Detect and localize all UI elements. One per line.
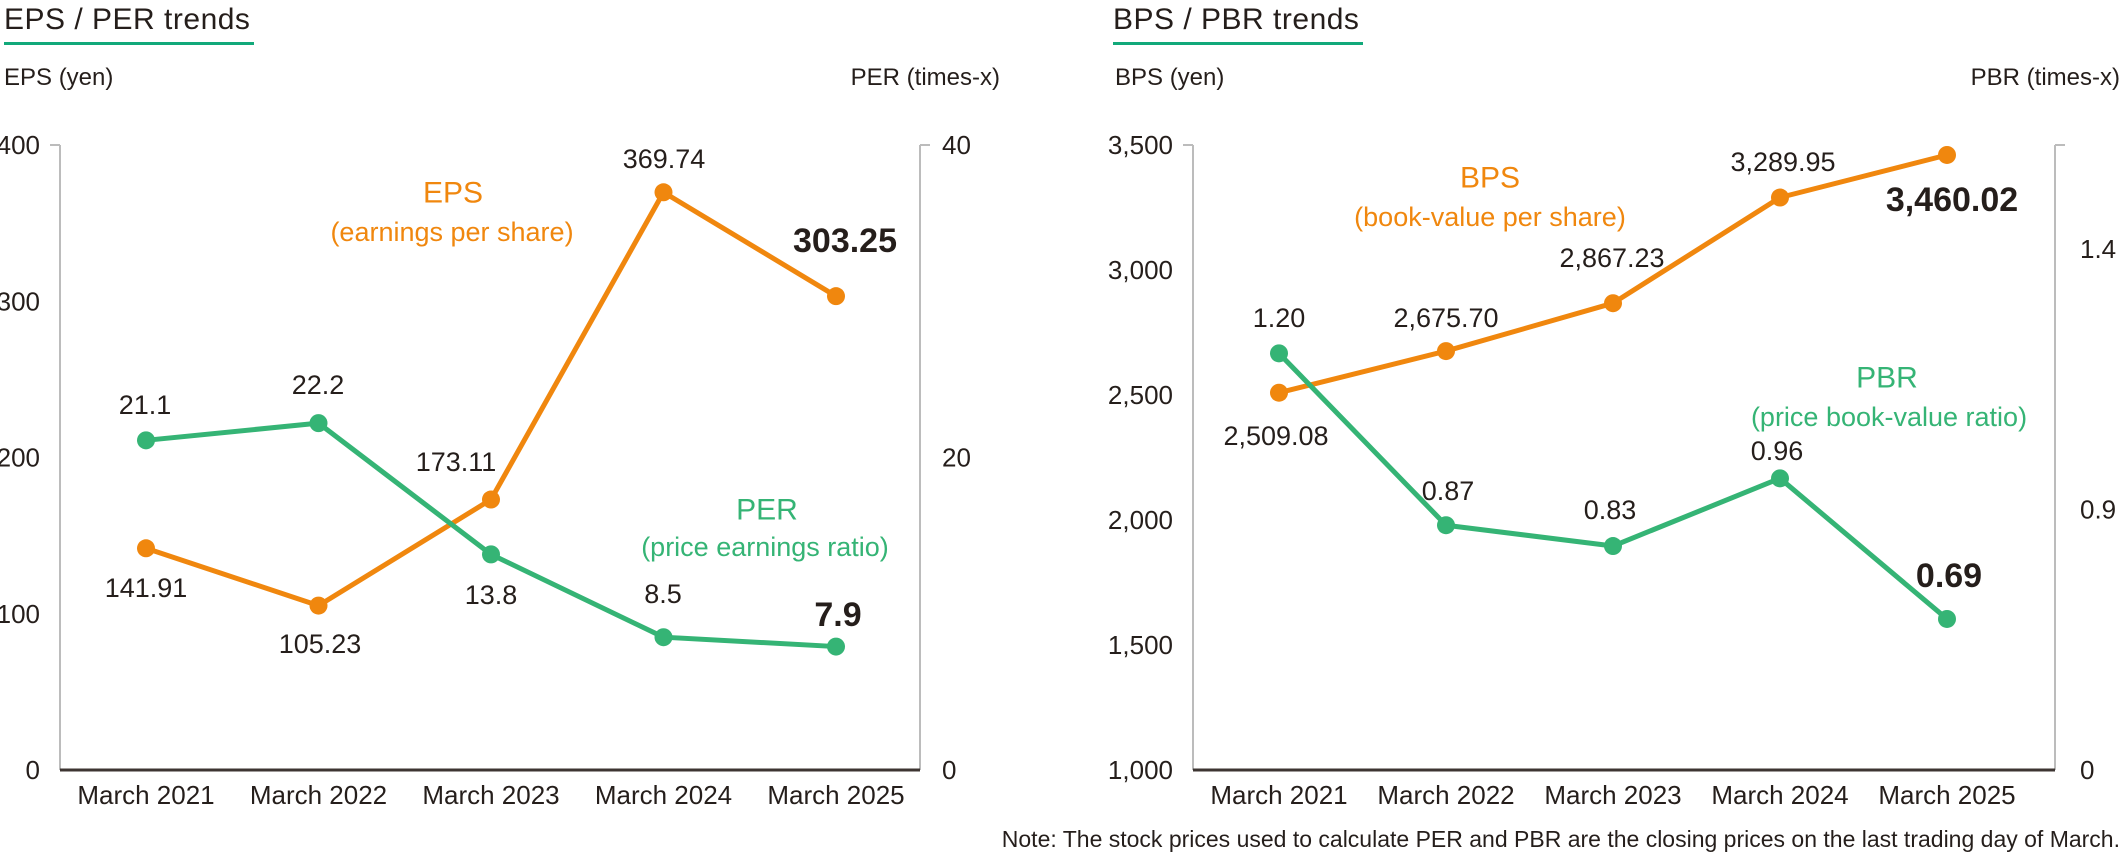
eps-per-x-label-3: March 2024 bbox=[595, 780, 732, 810]
left-axis-unit-eps: EPS (yen) bbox=[4, 64, 114, 91]
chart-title-eps-per: EPS / PER trends bbox=[4, 3, 255, 45]
eps-per-eps-value-label-2: 173.11 bbox=[416, 447, 497, 477]
eps-per-eps-value-label-0: 141.91 bbox=[105, 573, 188, 603]
eps-per-eps-value-label-1: 105.23 bbox=[279, 629, 362, 659]
bps-pbr-left-tick-4: 1,500 bbox=[1108, 630, 1173, 660]
bps-pbr-bps-point-1 bbox=[1437, 342, 1455, 361]
eps-per-right-tick-2: 0 bbox=[942, 755, 956, 785]
bps-pbr-bps-value-label-2: 2,867.23 bbox=[1559, 243, 1664, 273]
bps-pbr-bps-value-label-4: 3,460.02 bbox=[1886, 181, 2018, 219]
bps-pbr-pbr-value-label-4: 0.69 bbox=[1916, 557, 1982, 595]
bps-pbr-pbr-value-label-1: 0.87 bbox=[1422, 476, 1475, 506]
bps-pbr-pbr-value-label-0: 1.20 bbox=[1253, 303, 1306, 333]
bps-pbr-x-label-2: March 2023 bbox=[1544, 780, 1681, 810]
eps-per-right-tick-0: 40 bbox=[942, 130, 971, 160]
bps-pbr-bps-value-label-0: 2,509.08 bbox=[1223, 421, 1328, 451]
bps-pbr-pbr-point-1 bbox=[1437, 516, 1455, 535]
eps-per-per-series-label: PER bbox=[736, 494, 798, 527]
eps-per-eps-series-sublabel: (earnings per share) bbox=[330, 217, 573, 247]
footnote: Note: The stock prices used to calculate… bbox=[1001, 826, 2120, 852]
eps-per-eps-series-label: EPS bbox=[423, 177, 483, 210]
bps-pbr-pbr-series-label: PBR bbox=[1856, 362, 1918, 395]
bps-pbr-x-label-3: March 2024 bbox=[1711, 780, 1848, 810]
bps-pbr-bps-point-0 bbox=[1270, 383, 1288, 402]
right-axis-unit-pbr: PBR (times-x) bbox=[1970, 64, 2120, 91]
bps-pbr-left-tick-3: 2,000 bbox=[1108, 505, 1173, 535]
bps-pbr-pbr-point-4 bbox=[1938, 609, 1956, 628]
eps-per-left-tick-2: 200 bbox=[0, 443, 40, 473]
bps-pbr-left-tick-2: 2,500 bbox=[1108, 380, 1173, 410]
eps-per-x-label-1: March 2022 bbox=[250, 780, 387, 810]
bps-pbr-bps-line bbox=[1276, 152, 1950, 396]
bps-pbr-pbr-series-sublabel: (price book-value ratio) bbox=[1751, 402, 2027, 432]
bps-pbr-bps-point-2 bbox=[1604, 294, 1622, 313]
eps-per-eps-value-label-3: 369.74 bbox=[623, 144, 706, 174]
eps-per-per-value-label-0: 21.1 bbox=[119, 390, 172, 420]
eps-per-per-value-label-1: 22.2 bbox=[292, 370, 345, 400]
eps-per-left-tick-1: 300 bbox=[0, 286, 40, 316]
eps-per-per-value-label-4: 7.9 bbox=[814, 596, 861, 634]
bps-pbr-pbr-value-label-3: 0.96 bbox=[1751, 436, 1804, 466]
bps-pbr-left-tick-5: 1,000 bbox=[1108, 755, 1173, 785]
bps-pbr-right-tick-2: 0 bbox=[2080, 755, 2094, 785]
bps-pbr-x-label-4: March 2025 bbox=[1878, 780, 2015, 810]
bps-pbr-pbr-value-label-2: 0.83 bbox=[1584, 495, 1637, 525]
bps-pbr-bps-point-4 bbox=[1938, 145, 1956, 164]
left-axis-unit-bps: BPS (yen) bbox=[1115, 64, 1225, 91]
bps-pbr-pbr-point-3 bbox=[1771, 469, 1789, 488]
bps-pbr-pbr-point-0 bbox=[1270, 344, 1288, 363]
bps-pbr-pbr-point-2 bbox=[1604, 537, 1622, 556]
eps-per-eps-point-0 bbox=[137, 539, 155, 558]
bps-pbr-bps-series-sublabel: (book-value per share) bbox=[1354, 202, 1626, 232]
bps-pbr-bps-value-label-1: 2,675.70 bbox=[1393, 303, 1498, 333]
bps-pbr-bps-series-label: BPS bbox=[1460, 162, 1520, 195]
eps-per-x-label-0: March 2021 bbox=[77, 780, 214, 810]
right-axis-unit-per: PER (times-x) bbox=[850, 64, 1000, 91]
bps-pbr-bps-value-label-3: 3,289.95 bbox=[1730, 147, 1835, 177]
eps-per-per-point-3 bbox=[654, 628, 673, 647]
eps-per-per-value-label-3: 8.5 bbox=[644, 579, 682, 609]
bps-pbr-left-tick-1: 3,000 bbox=[1108, 255, 1173, 285]
bps-pbr-bps-point-3 bbox=[1771, 188, 1789, 207]
eps-per-right-tick-1: 20 bbox=[942, 443, 971, 473]
bps-pbr-pbr-line bbox=[1276, 350, 1950, 622]
bps-pbr-right-tick-1: 0.9 bbox=[2080, 495, 2116, 525]
eps-per-per-point-1 bbox=[309, 414, 328, 433]
eps-per-left-tick-0: 400 bbox=[0, 130, 40, 160]
eps-per-per-point-4 bbox=[827, 637, 845, 656]
eps-per-eps-point-2 bbox=[482, 490, 500, 509]
eps-per-eps-value-label-4: 303.25 bbox=[793, 222, 897, 260]
eps-per-eps-point-1 bbox=[309, 596, 328, 615]
eps-per-eps-point-3 bbox=[654, 183, 673, 202]
bps-pbr-right-tick-0: 1.4 bbox=[2080, 234, 2116, 264]
eps-per-left-tick-4: 0 bbox=[26, 755, 40, 785]
eps-per-left-tick-3: 100 bbox=[0, 599, 40, 629]
eps-per-per-point-2 bbox=[482, 545, 500, 564]
eps-per-per-value-label-2: 13.8 bbox=[465, 580, 518, 610]
eps-per-eps-point-4 bbox=[827, 287, 845, 306]
eps-per-x-label-2: March 2023 bbox=[422, 780, 559, 810]
bps-pbr-x-label-0: March 2021 bbox=[1210, 780, 1347, 810]
eps-per-per-point-0 bbox=[137, 431, 155, 450]
eps-per-per-series-sublabel: (price earnings ratio) bbox=[641, 532, 889, 562]
eps-per-x-label-4: March 2025 bbox=[767, 780, 904, 810]
bps-pbr-left-tick-0: 3,500 bbox=[1108, 130, 1173, 160]
chart-title-bps-pbr: BPS / PBR trends bbox=[1113, 3, 1364, 45]
bps-pbr-x-label-1: March 2022 bbox=[1377, 780, 1514, 810]
